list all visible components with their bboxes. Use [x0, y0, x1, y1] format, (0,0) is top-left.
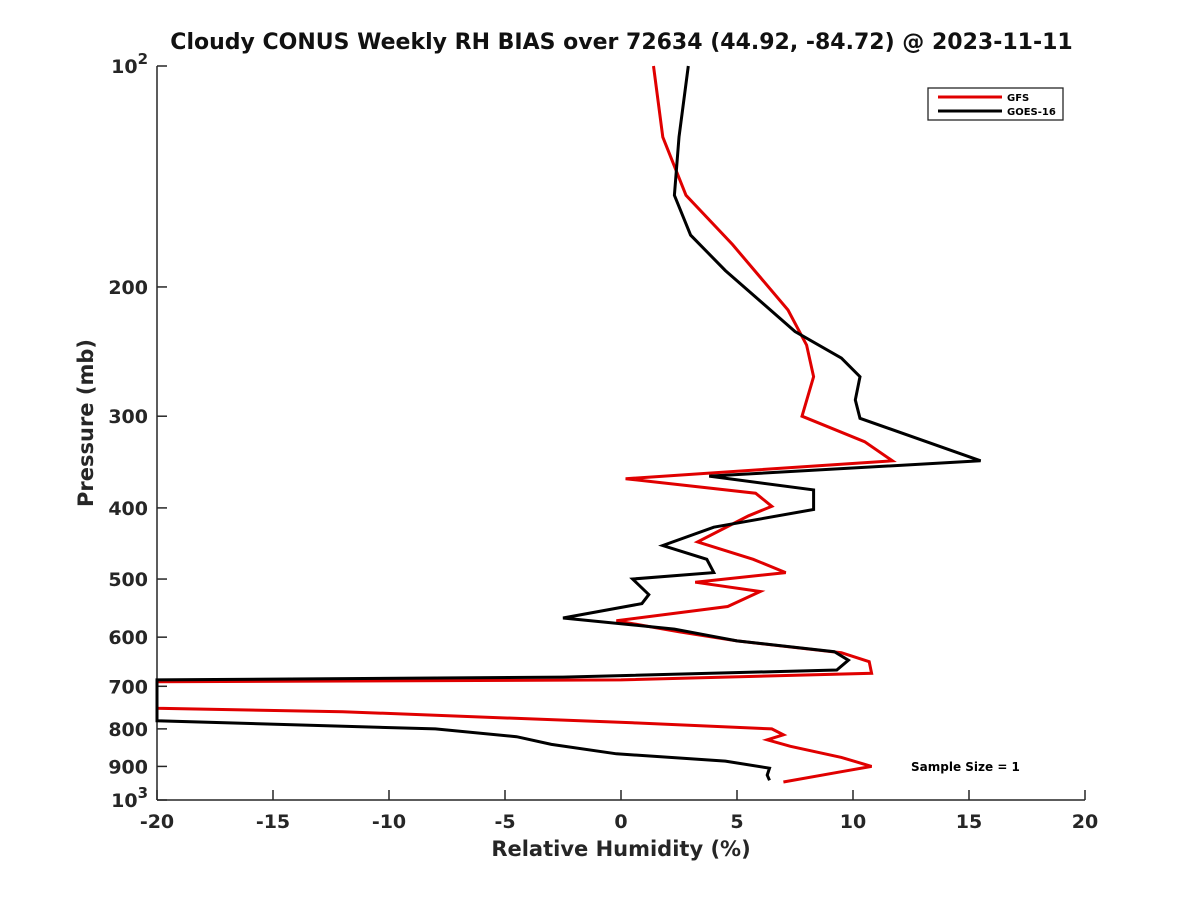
- legend-box: [927, 87, 1064, 121]
- x-tick-label: 15: [956, 811, 982, 833]
- series-line-goes-16: [155, 65, 982, 781]
- x-tick-label: -5: [494, 811, 515, 833]
- y-tick-label: 102: [111, 50, 148, 78]
- x-axis-label: Relative Humidity (%): [491, 837, 750, 861]
- x-tick-label: -10: [372, 811, 406, 833]
- axes: -20 -15 -10 -5 0 5 10 15 20 102 200 300 400 500 600 700…: [74, 50, 1098, 861]
- y-tick-label: 103: [111, 784, 148, 812]
- y-tick-label: 500: [108, 569, 148, 591]
- x-tick-label: -15: [256, 811, 290, 833]
- y-tick-label: 900: [108, 756, 148, 778]
- y-tick-label: 200: [108, 277, 148, 299]
- x-tick-label: 20: [1072, 811, 1098, 833]
- annotations: Sample Size = 1: [911, 760, 1020, 774]
- y-tick-label: 800: [108, 719, 148, 741]
- series-lines: [155, 65, 982, 784]
- legend: GFS GOES-16: [927, 87, 1064, 121]
- sample-size-annotation: Sample Size = 1: [911, 760, 1020, 774]
- x-tick-label: 0: [614, 811, 627, 833]
- series-line-gfs: [155, 65, 897, 784]
- y-tick-label: 600: [108, 627, 148, 649]
- x-tick-label: 5: [730, 811, 743, 833]
- y-tick-label: 700: [108, 676, 148, 698]
- y-tick-label: 300: [108, 406, 148, 428]
- legend-label-gfs: GFS: [1007, 93, 1029, 104]
- chart-title: Cloudy CONUS Weekly RH BIAS over 72634 (…: [170, 30, 1073, 55]
- legend-label-goes-16: GOES-16: [1007, 107, 1056, 118]
- y-tick-label: 400: [108, 498, 148, 520]
- x-tick-label: 10: [840, 811, 866, 833]
- y-axis-label: Pressure (mb): [74, 339, 98, 507]
- x-tick-label: -20: [140, 811, 174, 833]
